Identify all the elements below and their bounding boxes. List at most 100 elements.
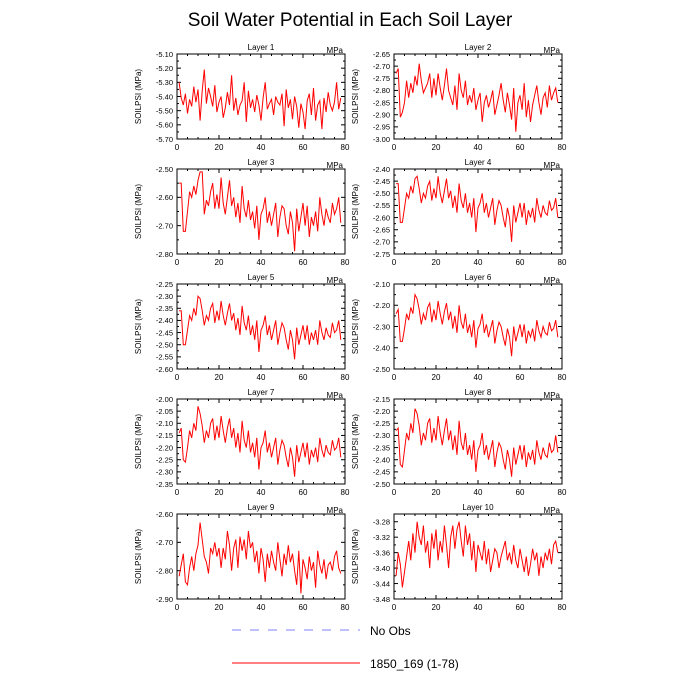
layer-9-xtick-label: 0 [175,603,180,612]
layer-3-xtick-label: 60 [299,258,308,267]
layer-6-xtick-label: 40 [474,373,483,382]
layer-2-units: MPa [544,46,561,55]
layer-2-label: Layer 2 [465,43,492,52]
layer-2-xtick-label: 40 [474,143,483,152]
layer-6-label: Layer 6 [465,273,492,282]
layer-7-ylabel: SOILPSI (MPa) [134,414,143,469]
layer-1-series-line [178,69,342,130]
layer-7-label: Layer 7 [248,388,275,397]
layer-1-ytick-label: -5.70 [156,135,173,144]
layer-4-ytick-label: -2.50 [373,189,390,198]
layer-6-series-line [395,292,559,357]
layer-1-label: Layer 1 [248,43,275,52]
layer-2-xtick-label: 80 [558,143,567,152]
layer-8-xtick-label: 40 [474,488,483,497]
layer-4-xtick-label: 60 [516,258,525,267]
layer-5-xtick-label: 80 [341,373,350,382]
layer-7-xtick-label: 60 [299,488,308,497]
layer-7-ytick-label: -2.00 [156,395,173,404]
layer-6-ytick-label: -2.50 [373,365,390,374]
layer-2-ytick-label: -2.65 [373,50,390,59]
layer-3-series-line [179,171,342,252]
layer-9-ytick-label: -2.60 [156,510,173,519]
layer-9-series-line [178,522,342,594]
layer-2-xtick-label: 0 [392,143,397,152]
layer-5-ytick-label: -2.30 [156,292,173,301]
layer-4-ytick-label: -2.70 [373,238,390,247]
layer-2-xtick-label: 60 [516,143,525,152]
layer-6-xtick-label: 20 [432,373,441,382]
layer-1-ytick-label: -5.10 [156,50,173,59]
layer-10-xtick-label: 20 [432,603,441,612]
layer-4-xtick-label: 40 [474,258,483,267]
layer-2-ytick-label: -2.85 [373,98,390,107]
layer-4-units: MPa [544,161,561,170]
layer-3-ytick-label: -2.80 [156,250,173,259]
layer-8-ytick-label: -2.35 [373,443,390,452]
layer-6-ytick-label: -2.30 [373,322,390,331]
layer-1-xtick-label: 60 [299,143,308,152]
layer-6-xtick-label: 60 [516,373,525,382]
layer-7-xtick-label: 20 [215,488,224,497]
layer-8-ytick-label: -2.15 [373,395,390,404]
legend-no-obs-label: No Obs [370,624,411,638]
layer-5-ylabel: SOILPSI (MPa) [134,299,143,354]
layer-10-xtick-label: 80 [558,603,567,612]
layer-9-ylabel: SOILPSI (MPa) [134,529,143,584]
layer-9-units: MPa [327,506,344,515]
layer-5-plot-frame [176,283,346,370]
layer-2-ytick-label: -2.80 [373,86,390,95]
layer-5-ytick-label: -2.50 [156,341,173,350]
layer-1-ytick-label: -5.40 [156,92,173,101]
layer-5-ytick-label: -2.55 [156,353,173,362]
layer-9-ytick-label: -2.70 [156,538,173,547]
layer-9-label: Layer 9 [248,503,275,512]
layer-4-ylabel: SOILPSI (MPa) [351,184,360,239]
layer-5-xtick-label: 40 [257,373,266,382]
layer-8-xtick-label: 80 [558,488,567,497]
layer-5-ytick-label: -2.25 [156,280,173,289]
layer-8-xtick-label: 20 [432,488,441,497]
layer-7-ytick-label: -2.30 [156,468,173,477]
layer-10-ytick-label: -3.36 [373,548,390,557]
layer-8-ytick-label: -2.30 [373,431,390,440]
layer-2-xtick-label: 20 [432,143,441,152]
chart-title: Soil Water Potential in Each Soil Layer [187,10,513,31]
layer-3-xtick-label: 40 [257,258,266,267]
layer-2-ytick-label: -2.75 [373,74,390,83]
layer-8-label: Layer 8 [465,388,492,397]
layer-9-xtick-label: 60 [299,603,308,612]
layer-2-ylabel: SOILPSI (MPa) [351,69,360,124]
layer-6-plot-frame [393,283,563,370]
layer-4-xtick-label: 80 [558,258,567,267]
layer-2-ytick-label: -2.95 [373,123,390,132]
layer-5-ytick-label: -2.45 [156,328,173,337]
layer-8-series-line [395,408,559,477]
layer-8-ytick-label: -2.25 [373,419,390,428]
layer-4-ytick-label: -2.60 [373,213,390,222]
layer-9-ytick-label: -2.90 [156,595,173,604]
layer-2-ytick-label: -2.70 [373,62,390,71]
layer-1-ytick-label: -5.20 [156,64,173,73]
layer-7-ytick-label: -2.35 [156,480,173,489]
layer-10-ytick-label: -3.48 [373,595,390,604]
layer-8-ytick-label: -2.20 [373,407,390,416]
layer-7-xtick-label: 40 [257,488,266,497]
layer-4-label: Layer 4 [465,158,492,167]
layer-8-units: MPa [544,391,561,400]
layer-8-ylabel: SOILPSI (MPa) [351,414,360,469]
layer-6-xtick-label: 80 [558,373,567,382]
layer-7-ytick-label: -2.25 [156,456,173,465]
legend-model-label: 1850_169 (1-78) [370,657,459,671]
layer-8-xtick-label: 0 [392,488,397,497]
layer-7-ytick-label: -2.05 [156,407,173,416]
layer-3-ytick-label: -2.70 [156,221,173,230]
layer-3-xtick-label: 20 [215,258,224,267]
layer-9-ytick-label: -2.80 [156,566,173,575]
layer-1-xtick-label: 0 [175,143,180,152]
layer-5-xtick-label: 0 [175,373,180,382]
layer-1-ytick-label: -5.60 [156,121,173,130]
layer-7-xtick-label: 0 [175,488,180,497]
layer-5-xtick-label: 20 [215,373,224,382]
